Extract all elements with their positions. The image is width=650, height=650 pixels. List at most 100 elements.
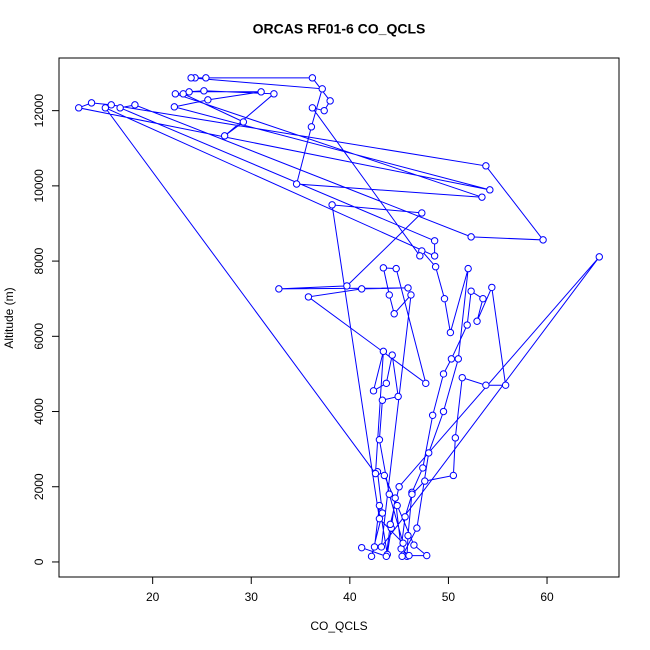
x-tick-label: 60 (540, 590, 554, 604)
data-point (239, 118, 248, 126)
data-point (482, 162, 490, 170)
data-point (371, 469, 380, 478)
data-point (416, 252, 424, 260)
data-point (392, 264, 400, 273)
data-point (257, 88, 265, 96)
y-tick-label: 8000 (32, 247, 46, 274)
data-point (318, 85, 326, 93)
data-point (270, 90, 278, 98)
data-point (595, 253, 603, 261)
data-point (171, 90, 180, 98)
data-point (473, 317, 481, 325)
data-point (380, 471, 389, 480)
data-point (451, 434, 460, 442)
data-point (422, 379, 430, 388)
data-point (458, 373, 466, 382)
data-point (395, 483, 403, 491)
y-tick-label: 2000 (32, 473, 46, 500)
data-point (423, 551, 431, 560)
x-tick-label: 50 (442, 590, 456, 604)
data-point (357, 543, 366, 552)
data-point (170, 103, 179, 111)
data-point (382, 552, 391, 561)
data-point (204, 96, 212, 104)
data-point (439, 370, 448, 378)
data-point (399, 539, 407, 547)
data-point (375, 501, 384, 510)
data-point (482, 381, 490, 389)
data-point (388, 351, 396, 359)
data-point (370, 543, 379, 551)
data-point (449, 471, 458, 480)
data-point (464, 264, 472, 273)
data-point (385, 291, 393, 299)
data-point (369, 387, 378, 395)
data-point (107, 101, 115, 109)
data-point (430, 237, 439, 245)
data-point (486, 186, 494, 194)
data-point (478, 193, 486, 201)
data-point (385, 490, 393, 498)
x-tick-label: 30 (245, 590, 259, 604)
data-point (390, 310, 398, 318)
data-point (375, 436, 384, 444)
data-point (378, 509, 387, 517)
data-point (391, 494, 399, 502)
data-point (308, 74, 317, 82)
data-point (75, 104, 83, 112)
data-point (393, 501, 401, 510)
data-point (326, 97, 334, 105)
data-point (488, 283, 496, 292)
y-tick-label: 6000 (32, 323, 46, 350)
data-point (421, 477, 429, 485)
data-point (357, 285, 366, 293)
data-point (343, 282, 351, 290)
data-point (292, 180, 301, 188)
data-point (394, 392, 402, 401)
y-tick-label: 0 (32, 558, 46, 565)
data-point (425, 449, 433, 457)
data-point (418, 209, 426, 217)
data-point (375, 515, 384, 523)
data-point (398, 552, 406, 561)
data-point (386, 520, 394, 529)
data-point (275, 285, 283, 293)
data-point (431, 263, 440, 271)
data-point (407, 291, 415, 299)
data-point (463, 321, 471, 329)
data-point (419, 464, 427, 472)
data-point (200, 87, 208, 95)
data-point (378, 396, 387, 404)
data-point (304, 293, 313, 301)
data-point (401, 513, 409, 521)
data-point (328, 201, 336, 209)
data-point (202, 74, 210, 82)
data-point (308, 104, 317, 112)
data-point (439, 407, 448, 416)
data-point (447, 355, 456, 363)
data-point (413, 524, 421, 532)
data-point (446, 328, 455, 337)
data-point (220, 132, 229, 140)
data-point (454, 355, 462, 363)
data-point (382, 379, 391, 388)
data-point (379, 347, 388, 356)
data-point (320, 106, 328, 115)
data-point (428, 411, 437, 419)
y-tick-label: 10000 (32, 169, 46, 203)
data-point (467, 287, 475, 295)
data-point (467, 233, 475, 241)
data-point (367, 552, 376, 561)
data-point (539, 236, 547, 244)
data-point (440, 294, 449, 303)
x-axis-label: CO_QCLS (310, 619, 367, 633)
y-tick-label: 12000 (32, 94, 46, 128)
x-tick-label: 20 (146, 590, 160, 604)
y-axis-label: Altitude (m) (2, 287, 16, 348)
data-point (479, 294, 487, 303)
data-point (404, 531, 412, 540)
data-point (404, 284, 412, 292)
plot-frame (58, 57, 620, 578)
chart-title: ORCAS RF01-6 CO_QCLS (253, 21, 426, 37)
